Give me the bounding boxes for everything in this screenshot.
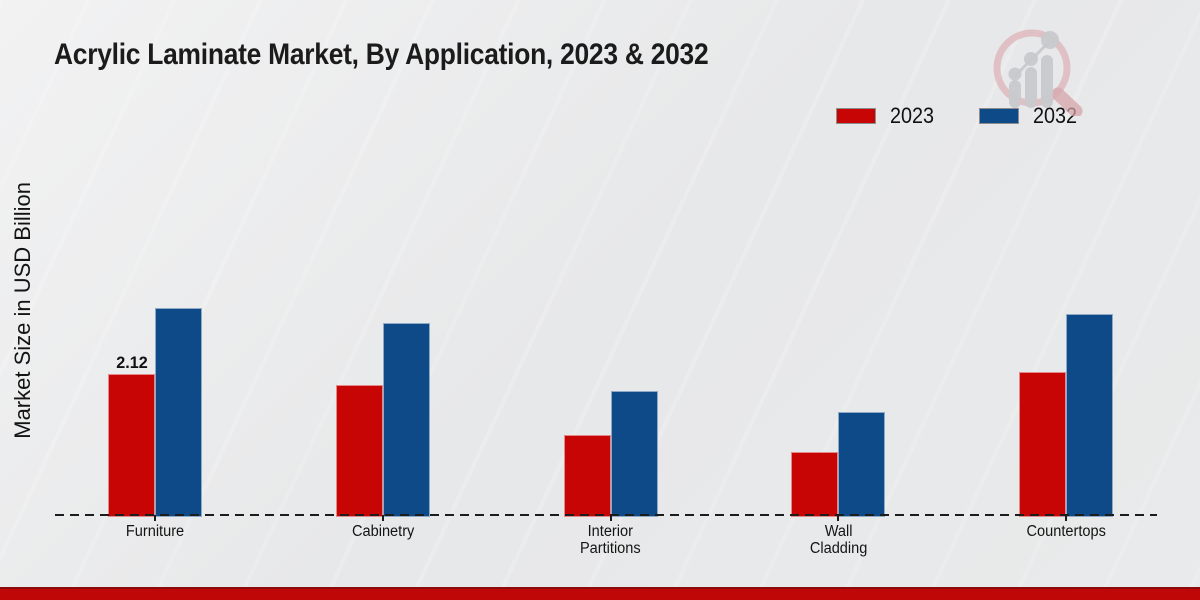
x-axis-label-wall-cladding: Wall Cladding [809, 523, 868, 557]
bar-2023-interior-partitions [563, 434, 611, 517]
footer-brand-bar [0, 587, 1200, 600]
x-axis-label-furniture: Furniture [125, 523, 185, 540]
bar-2023-wall-cladding [791, 451, 839, 517]
legend-label-2023: 2023 [890, 103, 935, 128]
legend-item-2023: 2023 [836, 103, 939, 129]
bar-2032-cabinetry [382, 323, 430, 517]
x-axis-label-cabinetry: Cabinetry [351, 523, 414, 540]
bar-2032-interior-partitions [610, 391, 658, 517]
bar-2032-wall-cladding [838, 412, 886, 517]
bar-value-label: 2.12 [115, 352, 148, 372]
x-axis-label-countertops: Countertops [1026, 523, 1106, 540]
bar-2023-countertops [1019, 371, 1066, 517]
legend-swatch-2032 [978, 108, 1019, 124]
x-axis-tick-countertops [1065, 515, 1067, 521]
y-axis-title-box: Market Size in USD Billion [2, 150, 44, 470]
y-axis-title: Market Size in USD Billion [10, 181, 35, 439]
bar-2023-furniture [108, 373, 155, 517]
x-axis-dashed-line [55, 514, 1157, 516]
bar-2023-cabinetry [335, 385, 383, 517]
x-axis-tick-interior-partitions [609, 515, 612, 521]
magnifier-bar-chart-logo-icon [993, 29, 1083, 116]
x-axis-tick-furniture [154, 515, 156, 521]
x-axis-label-interior-partitions: Interior Partitions [580, 523, 641, 557]
x-axis-tick-cabinetry [381, 515, 384, 521]
x-axis-tick-wall-cladding [837, 515, 840, 521]
bar-2032-furniture [155, 307, 202, 517]
bar-2032-countertops [1066, 313, 1113, 517]
page-title: Acrylic Laminate Market, By Application,… [54, 38, 709, 71]
legend-swatch-2023 [836, 108, 876, 124]
